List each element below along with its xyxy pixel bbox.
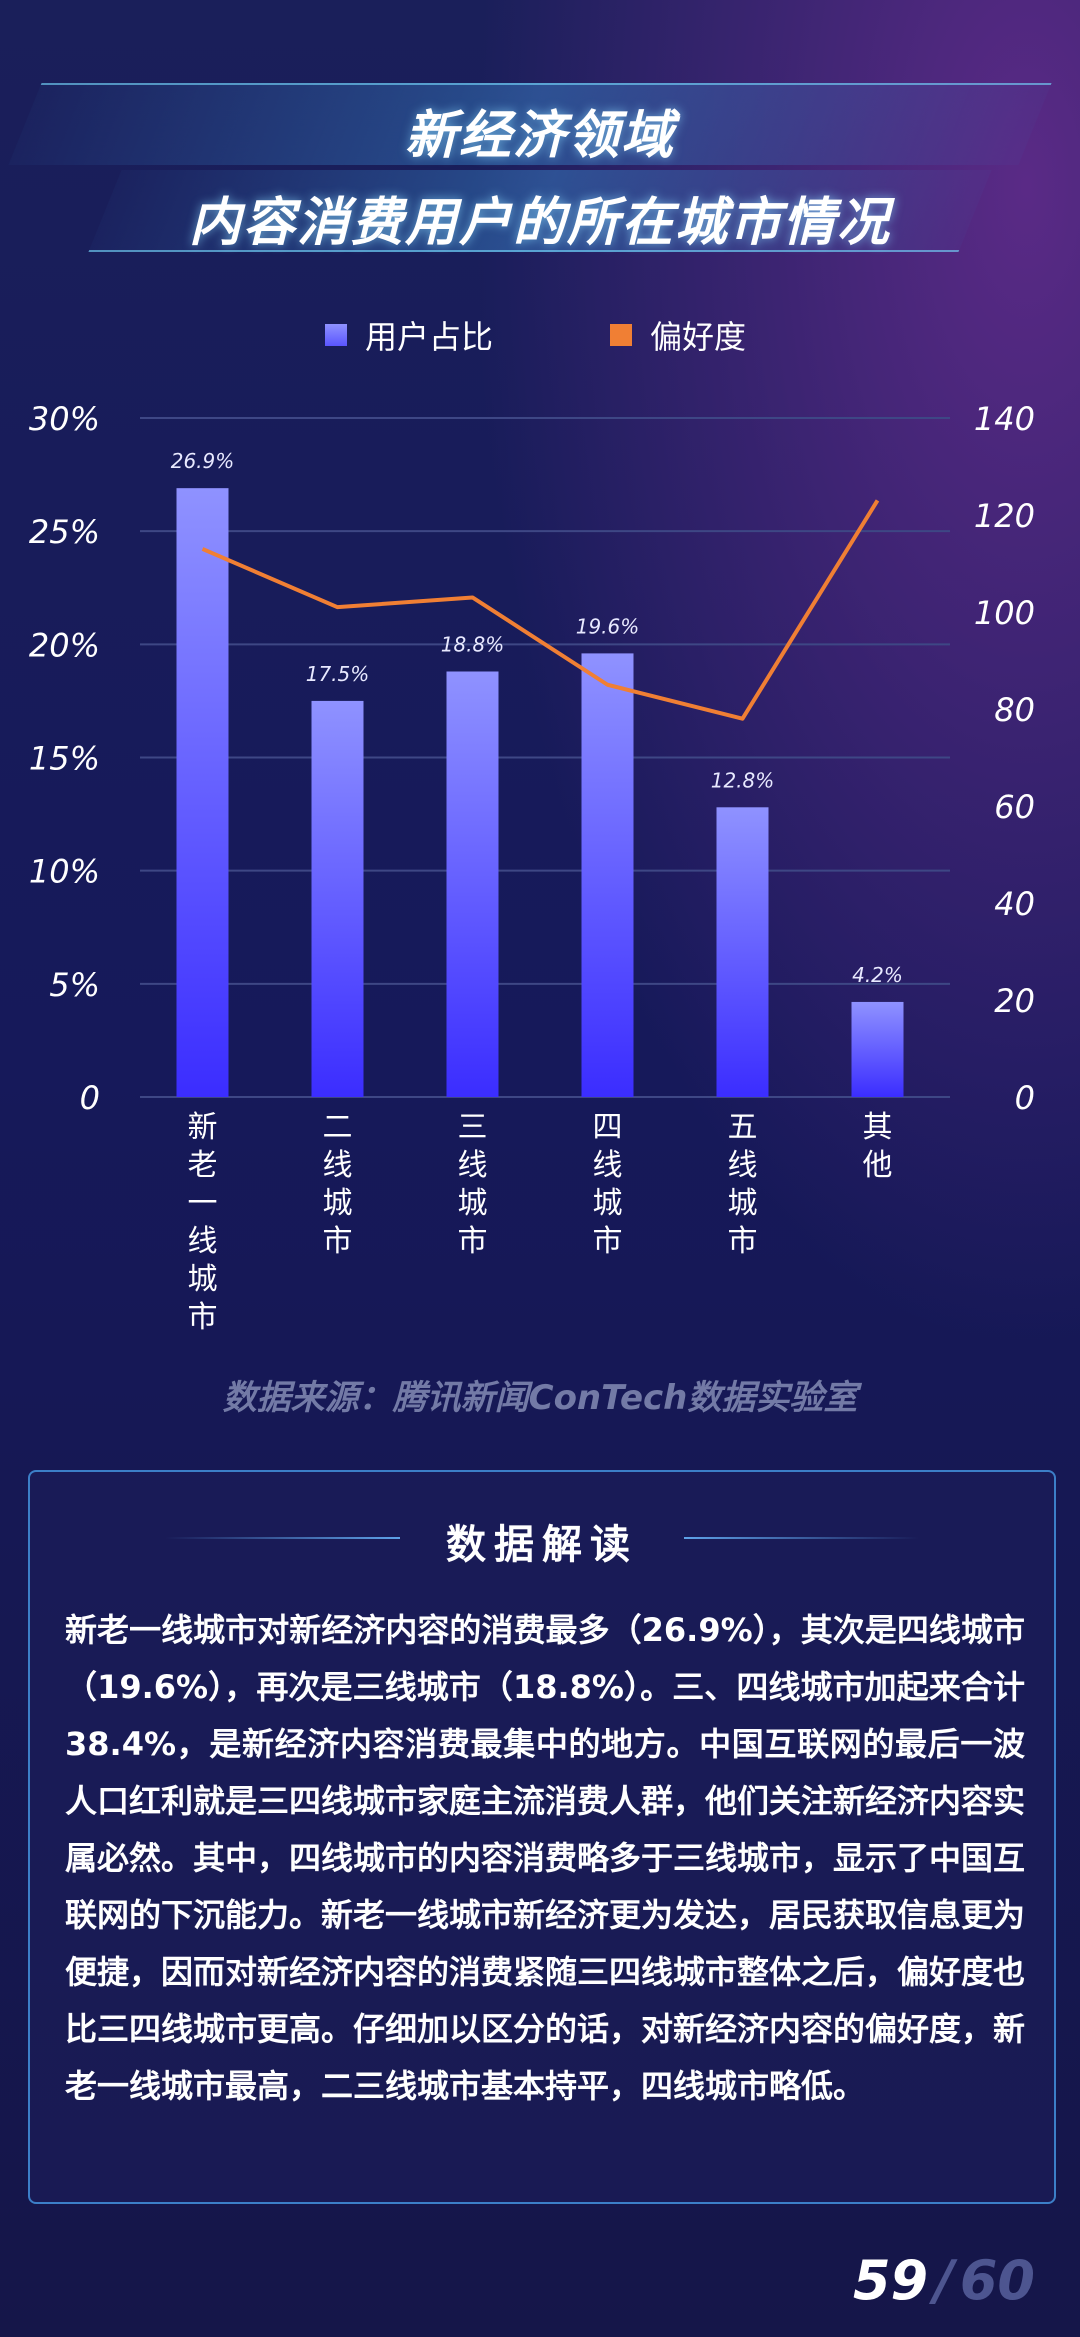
- x-category-label: 二线城市: [323, 1110, 353, 1259]
- title-line-2: 内容消费用户的所在城市情况: [188, 193, 891, 253]
- x-category-label: 新老一线城市: [188, 1110, 218, 1335]
- title-banner: 新经济领域 内容消费用户的所在城市情况: [8, 75, 1055, 265]
- panel-title: 数据解读: [446, 1522, 638, 1568]
- y-left-tick-label: 30%: [29, 400, 100, 438]
- y-left-tick-label: 0: [80, 1079, 100, 1117]
- page-current: 59: [852, 2249, 929, 2312]
- x-category-label: 五线城市: [728, 1110, 758, 1259]
- legend-item-bar: 用户占比: [325, 312, 493, 358]
- bar: [446, 671, 499, 1097]
- bar: [311, 700, 364, 1097]
- title-line-1: 新经济领域: [404, 106, 675, 166]
- y-left-tick-label: 10%: [29, 853, 100, 891]
- bar-value-label: 19.6%: [576, 614, 640, 638]
- y-right-tick-label: 20: [994, 982, 1035, 1020]
- combo-chart: 0 5% 10% 15% 20% 25% 30% 0 20 40 60 80 100 120 140 26.9…: [29, 400, 1035, 1335]
- y-right-tick-label: 80: [994, 691, 1035, 729]
- panel-body: 新老一线城市对新经济内容的消费最多（26.9%），其次是四线城市（19.6%），…: [65, 1611, 1026, 2105]
- bar: [716, 807, 769, 1097]
- bar-value-label: 17.5%: [306, 662, 370, 686]
- bar-value-label: 4.2%: [852, 963, 903, 987]
- x-category-label: 三线城市: [458, 1110, 488, 1259]
- y-right-tick-label: 140: [974, 400, 1035, 438]
- page-total: 60: [959, 2249, 1035, 2312]
- y-right-tick-label: 40: [994, 885, 1035, 923]
- y-left-tick-label: 25%: [29, 513, 100, 551]
- y-right-tick-label: 100: [974, 594, 1035, 632]
- bar-value-label: 26.9%: [171, 449, 235, 473]
- panel-title-line-right: [684, 1537, 919, 1539]
- bar: [581, 653, 634, 1097]
- bar-value-label: 12.8%: [711, 768, 775, 792]
- legend-swatch-line: [610, 324, 632, 346]
- page-number: 59/60: [853, 2249, 1035, 2312]
- y-right-tick-label: 60: [994, 788, 1035, 826]
- data-source: 数据来源：腾讯新闻ConTech数据实验室: [222, 1378, 858, 1418]
- y-left-tick-label: 20%: [29, 626, 100, 664]
- legend-item-line: 偏好度: [610, 312, 746, 358]
- legend-label-line: 偏好度: [650, 318, 747, 356]
- x-category-label: 其他: [863, 1110, 893, 1183]
- legend-label-bar: 用户占比: [365, 318, 494, 356]
- chart-legend: 用户占比 偏好度: [0, 312, 1080, 362]
- y-right-tick-label: 0: [1015, 1079, 1035, 1117]
- y-left-tick-label: 5%: [49, 966, 100, 1004]
- panel-title-line-left: [165, 1537, 400, 1539]
- x-category-label: 四线城市: [593, 1110, 623, 1259]
- page-separator: /: [934, 2249, 954, 2312]
- bar: [851, 1001, 904, 1097]
- bar: [176, 488, 229, 1097]
- y-right-tick-label: 120: [974, 497, 1035, 535]
- bar-value-label: 18.8%: [441, 632, 505, 656]
- legend-swatch-bar: [325, 324, 347, 346]
- interpretation-panel: 数据解读 新老一线城市对新经济内容的消费最多（26.9%），其次是四线城市（19…: [28, 1470, 1056, 2204]
- y-left-tick-label: 15%: [29, 740, 100, 778]
- line-series: [201, 499, 880, 721]
